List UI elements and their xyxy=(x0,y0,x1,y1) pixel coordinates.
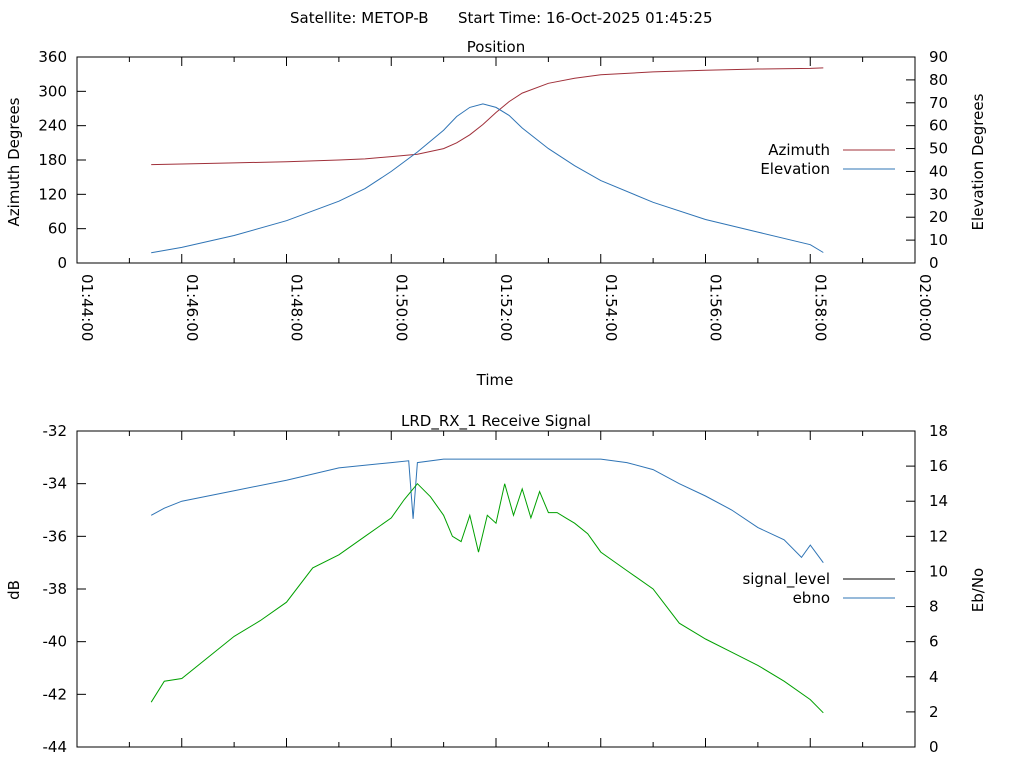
position-x-tick-label: 01:58:00 xyxy=(811,274,829,341)
position-azimuth-line xyxy=(151,67,824,166)
signal-left-tick-label: -32 xyxy=(43,422,68,440)
legend-signal-level-label: signal_level xyxy=(742,570,830,589)
position-x-tick-label: 01:52:00 xyxy=(497,274,515,341)
position-x-tick-label: 01:44:00 xyxy=(78,274,96,341)
signal-left-tick-label: -40 xyxy=(43,633,68,651)
position-x-axis-label: Time xyxy=(476,371,514,389)
legend-azimuth-label: Azimuth xyxy=(768,141,830,159)
signal-left-tick-label: -42 xyxy=(43,685,68,703)
signal-trace-1-line xyxy=(150,482,824,714)
position-x-tick-label: 01:56:00 xyxy=(707,274,725,341)
signal-ebno-line xyxy=(150,458,824,563)
position-elevation-line xyxy=(151,103,824,254)
legend-elevation-label: Elevation xyxy=(760,160,830,178)
position-right-tick-label: 90 xyxy=(929,48,948,66)
signal-right-tick-label: 6 xyxy=(929,633,939,651)
position-right-tick-label: 10 xyxy=(929,231,948,249)
chart-dynamic-layer: 01:44:00 01:46:00 01:48:00 01:50:00 01:52:00… xyxy=(38,48,948,756)
position-left-tick-label: 60 xyxy=(48,220,67,238)
position-left-tick-label: 180 xyxy=(38,151,67,169)
signal-right-tick-label: 0 xyxy=(929,738,939,756)
position-left-tick-label: 240 xyxy=(38,117,67,135)
signal-left-tick-label: -44 xyxy=(43,738,68,756)
position-right-axis-label: Elevation Degrees xyxy=(969,93,987,230)
position-left-tick-label: 300 xyxy=(38,82,67,100)
position-x-tick-label: 01:50:00 xyxy=(392,274,410,341)
signal-left-axis-label: dB xyxy=(5,580,23,600)
signal-left-tick-label: -38 xyxy=(43,580,68,598)
satellite-label: Satellite: METOP-B xyxy=(290,9,429,27)
signal-right-tick-label: 14 xyxy=(929,492,948,510)
position-left-tick-label: 0 xyxy=(57,254,67,272)
position-x-tick-label: 01:46:00 xyxy=(183,274,201,341)
signal-right-tick-label: 4 xyxy=(929,668,939,686)
position-left-axis-label: Azimuth Degrees xyxy=(5,97,23,226)
position-right-tick-label: 70 xyxy=(929,94,948,112)
signal-right-tick-label: 8 xyxy=(929,598,939,616)
signal-right-axis-label: Eb/No xyxy=(969,568,987,612)
position-left-tick-label: 360 xyxy=(38,48,67,66)
signal-right-tick-label: 12 xyxy=(929,527,948,545)
position-right-tick-label: 30 xyxy=(929,185,948,203)
position-chart-title: Position xyxy=(467,38,525,56)
signal-chart-title: LRD_RX_1 Receive Signal xyxy=(401,412,591,431)
signal-plot-frame xyxy=(76,430,916,748)
signal-left-tick-label: -34 xyxy=(43,475,68,493)
signal-left-tick-label: -36 xyxy=(43,527,68,545)
position-x-tick-label: 01:48:00 xyxy=(288,274,306,341)
start-time-label: Start Time: 16-Oct-2025 01:45:25 xyxy=(458,9,713,27)
position-left-tick-label: 120 xyxy=(38,185,67,203)
legend-ebno-label: ebno xyxy=(793,589,830,607)
signal-right-tick-label: 18 xyxy=(929,422,948,440)
position-right-tick-label: 60 xyxy=(929,117,948,135)
position-right-tick-label: 0 xyxy=(929,254,939,272)
position-x-tick-label: 01:54:00 xyxy=(602,274,620,341)
position-right-tick-label: 50 xyxy=(929,140,948,158)
position-right-tick-label: 20 xyxy=(929,208,948,226)
position-right-tick-label: 40 xyxy=(929,162,948,180)
signal-right-tick-label: 2 xyxy=(929,703,939,721)
position-right-tick-label: 80 xyxy=(929,71,948,89)
signal-right-tick-label: 10 xyxy=(929,562,948,580)
signal-right-tick-label: 16 xyxy=(929,457,948,475)
position-x-tick-label: 02:00:00 xyxy=(916,274,934,341)
